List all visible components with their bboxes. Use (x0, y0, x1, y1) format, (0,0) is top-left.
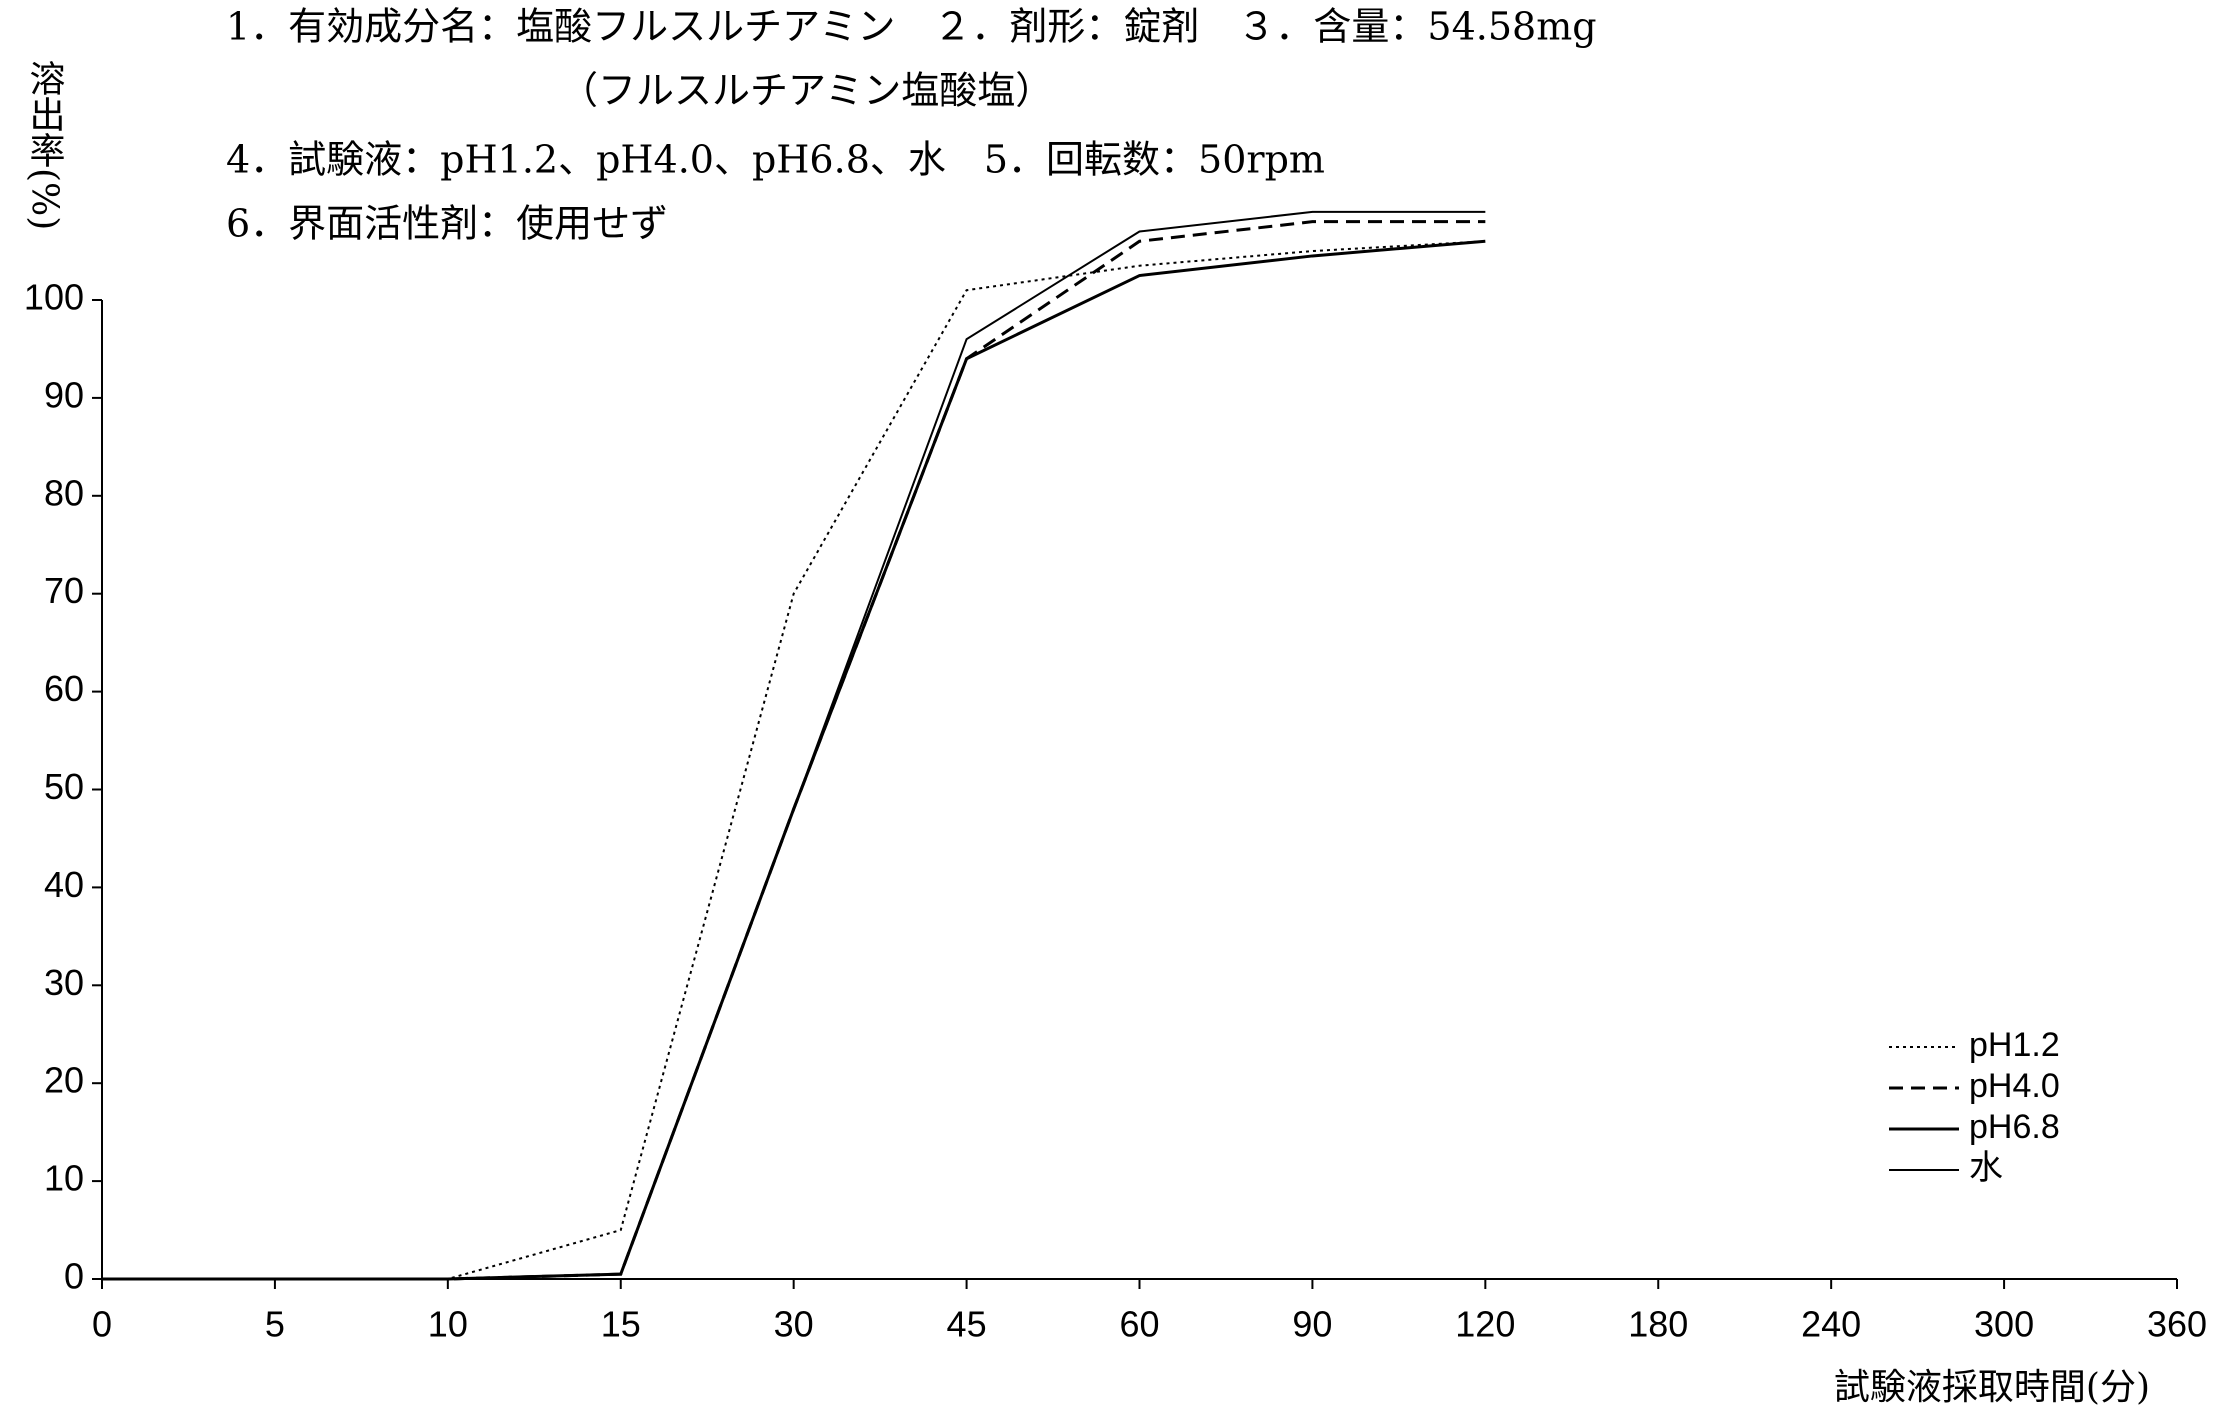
annotation: 6．界面活性剤：使用せず (226, 202, 668, 246)
legend-label: pH1.2 (1969, 1026, 2060, 1064)
y-tick-label: 80 (44, 472, 84, 513)
y-tick-label: 70 (44, 570, 84, 611)
x-tick-label: 300 (1974, 1304, 2034, 1345)
y-tick-label: 90 (44, 374, 84, 415)
y-axis-label: 溶出率(%) (24, 60, 65, 231)
x-tick-label: 10 (428, 1304, 468, 1345)
x-tick-label: 90 (1292, 1304, 1332, 1345)
x-tick-label: 360 (2147, 1304, 2207, 1345)
series-line (102, 239, 1486, 1281)
legend-label: 水 (1969, 1149, 2003, 1187)
legend-label: pH6.8 (1969, 1108, 2060, 1146)
y-tick-label: 20 (44, 1060, 84, 1101)
annotation: （フルスルチアミン塩酸塩） (560, 69, 1053, 113)
annotation: 1．有効成分名：塩酸フルスルチアミン ２．剤形：錠剤 ３．含量：54.58mg (226, 5, 1597, 49)
x-tick-label: 45 (947, 1304, 987, 1345)
series-line (102, 220, 1486, 1281)
y-tick-label: 30 (44, 962, 84, 1003)
x-tick-label: 30 (774, 1304, 814, 1345)
series-line (102, 240, 1486, 1280)
y-tick-label: 0 (64, 1256, 84, 1297)
y-tick-label: 100 (24, 277, 84, 318)
series-line (102, 210, 1486, 1280)
x-tick-label: 120 (1455, 1304, 1515, 1345)
x-axis-label: 試験液採取時間(分) (1834, 1367, 2150, 1408)
x-tick-label: 60 (1119, 1304, 1159, 1345)
x-tick-label: 240 (1801, 1304, 1861, 1345)
y-tick-label: 10 (44, 1158, 84, 1199)
legend-label: pH4.0 (1969, 1067, 2060, 1105)
x-tick-label: 0 (92, 1304, 112, 1345)
annotation: 4．試験液：pH1.2、pH4.0、pH6.8、水 5．回転数：50rpm (226, 138, 1325, 182)
x-tick-label: 5 (265, 1304, 285, 1345)
y-tick-label: 60 (44, 668, 84, 709)
y-tick-label: 40 (44, 864, 84, 905)
x-tick-label: 15 (601, 1304, 641, 1345)
y-tick-label: 50 (44, 766, 84, 807)
x-tick-label: 180 (1628, 1304, 1688, 1345)
